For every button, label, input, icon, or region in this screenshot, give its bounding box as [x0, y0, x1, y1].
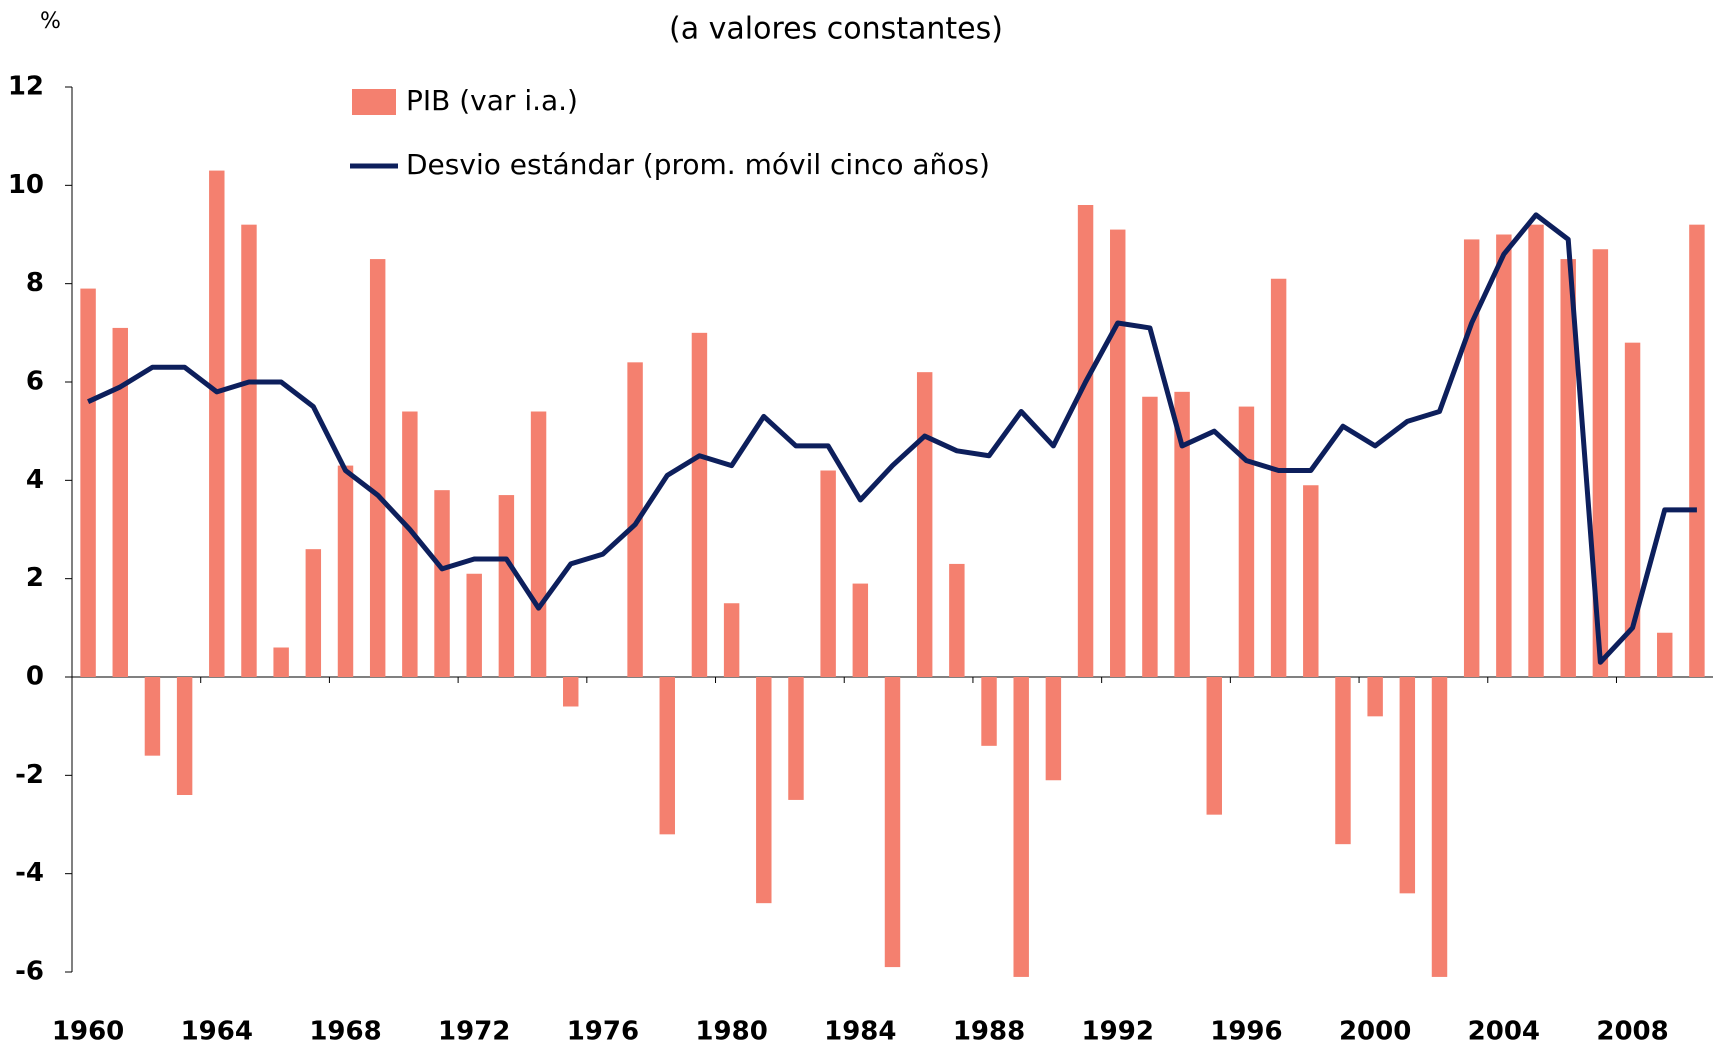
bar [1110, 229, 1126, 678]
bar [209, 170, 225, 678]
y-tick-label: 2 [26, 563, 44, 593]
bar [1174, 391, 1190, 677]
x-tick-label: 1968 [309, 1017, 381, 1047]
bar [1463, 239, 1480, 677]
y-unit: % [40, 9, 61, 34]
y-tick-label: 6 [26, 367, 44, 397]
bar [1335, 677, 1351, 845]
y-tick-label: 8 [26, 268, 44, 298]
x-tick-label: 1984 [824, 1017, 896, 1047]
bar [1270, 278, 1287, 677]
bar [144, 677, 161, 756]
bar [305, 549, 322, 677]
legend-label: Desvio estándar (prom. móvil cinco años) [406, 148, 990, 181]
bar [723, 603, 740, 677]
bar [80, 288, 96, 677]
bar [820, 470, 836, 677]
bar [498, 495, 515, 677]
bar [402, 411, 418, 677]
bar [1560, 259, 1576, 677]
bar [1496, 234, 1512, 677]
bar [112, 327, 128, 677]
bar [1657, 632, 1673, 677]
bar [981, 677, 997, 746]
bar [466, 573, 482, 677]
y-tick-label: 10 [8, 170, 44, 200]
bar [884, 677, 901, 968]
legend-swatch [352, 89, 396, 115]
y-tick-label: -4 [15, 858, 44, 888]
legend-label: PIB (var i.a.) [406, 84, 578, 117]
bar [1528, 224, 1544, 677]
bar [273, 647, 289, 677]
bar [1367, 677, 1383, 717]
bar [530, 411, 547, 677]
y-tick-label: -2 [15, 760, 44, 790]
bar [1013, 677, 1029, 977]
x-tick-label: 2000 [1339, 1017, 1411, 1047]
x-tick-label: 1980 [695, 1017, 767, 1047]
bar [1077, 205, 1094, 677]
bar [852, 583, 869, 677]
y-tick-label: 4 [26, 465, 44, 495]
line [87, 212, 1697, 665]
x-tick-label: 2004 [1468, 1017, 1540, 1047]
bar [1399, 677, 1416, 894]
bar [1045, 677, 1062, 781]
x-tick-label: 1996 [1210, 1017, 1282, 1047]
bar [1431, 677, 1448, 977]
bar [563, 677, 579, 707]
bar [627, 362, 643, 677]
bar [1206, 677, 1222, 815]
bar [949, 563, 965, 677]
x-tick-label: 1960 [52, 1017, 124, 1047]
bar [369, 259, 386, 677]
x-tick-label: 1964 [181, 1017, 253, 1047]
bar [1142, 396, 1158, 677]
y-tick-label: -6 [15, 957, 44, 987]
x-tick-label: 1976 [567, 1017, 639, 1047]
bar [788, 677, 804, 800]
bar [241, 224, 257, 677]
y-tick-label: 0 [26, 662, 44, 692]
x-tick-label: 2008 [1596, 1017, 1668, 1047]
bar [434, 490, 450, 677]
x-tick-label: 1988 [953, 1017, 1025, 1047]
bar [1624, 342, 1641, 677]
bar [756, 677, 772, 904]
chart-subtitle: (a valores constantes) [669, 12, 1003, 47]
bar [1689, 224, 1705, 677]
bar [691, 332, 708, 677]
bar [659, 677, 675, 835]
bar [916, 372, 933, 677]
y-tick-label: 12 [8, 72, 44, 102]
bar [1238, 406, 1255, 677]
bar [176, 677, 193, 795]
bar [337, 465, 354, 677]
x-tick-label: 1992 [1082, 1017, 1154, 1047]
bar [1303, 485, 1319, 677]
x-tick-label: 1972 [438, 1017, 510, 1047]
bar [1592, 249, 1609, 677]
